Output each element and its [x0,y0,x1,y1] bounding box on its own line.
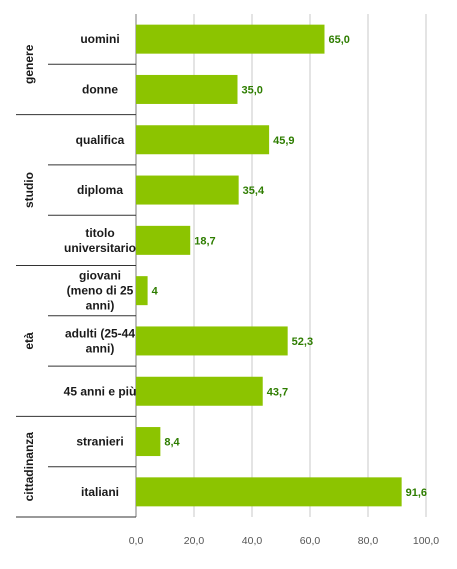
category-label: stranieri [76,435,123,449]
data-label: 18,7 [194,235,215,247]
category-label: adulti (25-44 [65,326,135,340]
bar [136,24,325,54]
data-label: 35,4 [243,185,265,197]
data-label: 45,9 [273,135,294,147]
category-label: giovani [79,269,121,283]
x-tick-label: 60,0 [300,535,321,547]
x-tick-label: 40,0 [242,535,263,547]
category-label: (meno di 25 [67,284,134,298]
bar [136,74,238,104]
data-label: 35,0 [242,84,263,96]
bar [136,125,270,155]
bar [136,276,148,306]
bar [136,326,288,356]
group-label: genere [22,44,36,84]
category-label: qualifica [76,133,125,147]
data-label: 4 [152,286,159,298]
category-label: donne [82,82,118,96]
group-label: cittadinanza [22,432,36,502]
bar [136,175,239,205]
bar [136,376,263,406]
category-label: anni) [86,299,115,313]
data-label: 52,3 [292,336,313,348]
category-label: titolo [85,226,114,240]
category-label: diploma [77,183,123,197]
category-label: 45 anni e più [64,384,137,398]
bar [136,427,161,457]
data-label: 65,0 [329,34,350,46]
group-label: studio [22,172,36,208]
category-label: uomini [80,32,119,46]
bar [136,225,191,255]
data-label: 8,4 [164,437,180,449]
x-tick-label: 100,0 [413,535,439,547]
data-label: 91,6 [406,487,427,499]
group-label: età [22,332,36,350]
data-label: 43,7 [267,386,288,398]
x-tick-label: 20,0 [184,535,205,547]
x-tick-label: 0,0 [129,535,144,547]
category-label: anni) [86,341,115,355]
category-label: italiani [81,485,119,499]
x-tick-label: 80,0 [358,535,379,547]
category-label: universitario [64,241,136,255]
bar [136,477,402,507]
